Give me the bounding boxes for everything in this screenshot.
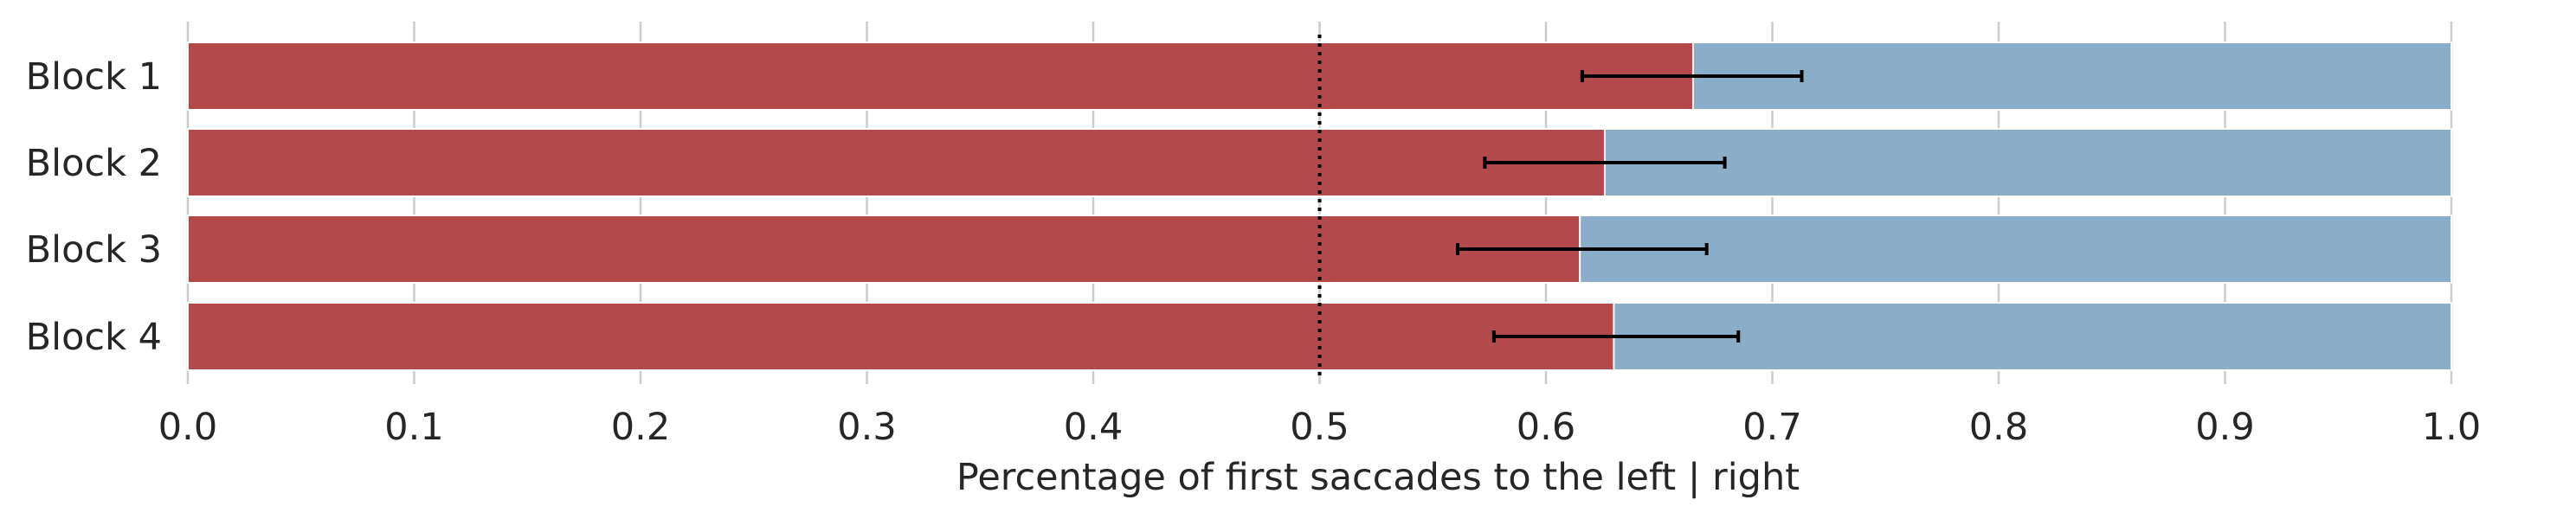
bars [187, 42, 2452, 371]
bar-segment [187, 302, 1615, 371]
x-tick-label: 0.1 [384, 406, 443, 449]
x-tick-label: 0.2 [611, 406, 670, 449]
category-label: Block 2 [26, 142, 162, 185]
x-axis-label: Percentage of first saccades to the left… [956, 456, 1800, 499]
category-label: Block 3 [26, 228, 162, 272]
category-label: Block 1 [26, 55, 162, 99]
x-tick-labels: 0.0 0.1 0.2 0.3 0.4 0.5 0.6 0.7 0.8 0.9 1.0 [158, 406, 2481, 449]
x-tick-label: 0.3 [837, 406, 896, 449]
bar-segment [187, 42, 1694, 111]
x-tick-label: 0.4 [1064, 406, 1123, 449]
bar-segment [187, 215, 1581, 284]
bar-segment [1691, 42, 2452, 111]
x-tick-label: 0.6 [1517, 406, 1575, 449]
x-tick-label: 0.8 [1969, 406, 2028, 449]
bar-segment [1613, 302, 2452, 371]
x-tick-label: 0.0 [158, 406, 217, 449]
category-labels: Block 1 Block 2 Block 3 Block 4 [26, 55, 162, 359]
bar-segment [187, 128, 1606, 197]
x-tick-label: 0.7 [1742, 406, 1801, 449]
category-label: Block 4 [26, 316, 162, 359]
x-tick-label: 1.0 [2422, 406, 2481, 449]
x-tick-label: 0.9 [2195, 406, 2254, 449]
bar-segment [1579, 215, 2452, 284]
x-tick-label: 0.5 [1290, 406, 1349, 449]
error-bars [1456, 70, 1804, 343]
bar-segment [1603, 128, 2452, 197]
